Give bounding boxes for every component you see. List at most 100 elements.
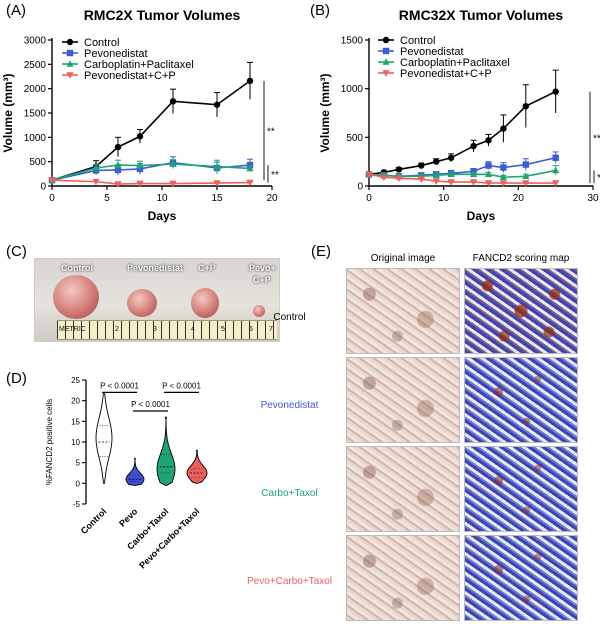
chart1-x-label: Days <box>467 209 496 223</box>
chart1-significance-label: * <box>597 173 600 184</box>
ruler-number: 6 <box>249 326 253 333</box>
row-label-control: Control <box>273 312 306 323</box>
panel-label-e: (E) <box>311 243 331 260</box>
chart0-data-point <box>246 77 254 85</box>
violin-y-tick-label: 0 <box>76 479 81 488</box>
chart0-data-point <box>48 177 56 184</box>
photo-label-pevo-plus: Pevo+ <box>249 263 276 273</box>
histology-score-carbo <box>464 446 578 532</box>
chart0-data-point <box>213 101 221 108</box>
chart1-data-point <box>552 166 560 174</box>
chart1-y-tick-label: 1500 <box>341 36 364 47</box>
violin-y-tick-label: 20 <box>71 397 80 406</box>
chart1-data-point <box>395 166 403 173</box>
chart1-data-point <box>447 170 455 178</box>
chart1-legend-marker <box>382 47 390 55</box>
chart0-data-point <box>136 180 144 188</box>
chart1-data-point <box>500 125 507 132</box>
chart1-data-point <box>365 171 373 179</box>
chart1-data-point <box>499 180 507 187</box>
ruler-label: METRIC <box>59 326 86 333</box>
chart1-data-point <box>432 178 440 185</box>
chart1-legend-label: Pevonedistat <box>400 46 464 58</box>
photo-label-cp: C+P <box>198 263 216 273</box>
chart1-y-label: Volume (mm³) <box>318 73 332 152</box>
chart1-data-point <box>499 173 507 181</box>
histology-score-pevonedistat <box>464 357 578 443</box>
chart1-data-point <box>418 162 425 169</box>
photo-label-pevo-cp: C+P <box>253 275 271 285</box>
chart0-y-tick-label: 2500 <box>24 60 47 71</box>
chart1-data-point <box>522 180 530 187</box>
chart0-y-tick-label: 1500 <box>24 109 47 120</box>
histology-score-combo <box>464 535 578 621</box>
chart1-data-point <box>500 164 507 171</box>
panel-label-d: (D) <box>6 370 27 387</box>
violin-violin-shape-0 <box>95 391 113 484</box>
chart1-data-point <box>432 171 440 179</box>
violin-comparison-label: P < 0.0001 <box>131 400 170 409</box>
chart0-x-tick-label: 0 <box>49 193 55 204</box>
violin-comparison-label: P < 0.0001 <box>162 381 201 390</box>
violin-y-label: %FANCD2 positive cells <box>45 399 54 485</box>
chart1-x-tick-label: 10 <box>438 193 450 204</box>
chart1-legend-label: Pevonedistat+C+P <box>400 68 492 80</box>
tumor-photo: METRIC 2 3 4 5 6 7 Control Pevonedistat … <box>34 258 280 342</box>
chart0-y-tick-label: 0 <box>40 182 46 193</box>
chart1-data-point <box>522 102 529 110</box>
chart1-data-point <box>447 179 455 186</box>
row-label-combo: Pevo+Carbo+Taxol <box>246 576 333 587</box>
chart1-data-point <box>485 137 492 144</box>
chart0-legend-marker <box>66 49 74 57</box>
histology-original-pevonedistat <box>346 357 460 443</box>
chart1-data-point <box>447 154 455 161</box>
violin-y-tick-label: 25 <box>71 376 80 385</box>
violin-category-label: Control <box>79 506 109 536</box>
chart1-data-point <box>522 172 530 180</box>
chart0-data-point <box>169 180 177 188</box>
row-label-pevonedistat: Pevonedistat <box>260 400 319 411</box>
tumor-pevonedistat <box>127 289 157 317</box>
chart0-x-label: Days <box>148 209 177 223</box>
chart0-data-point <box>136 161 144 169</box>
chart1-data-point <box>484 180 493 187</box>
histology-original-control <box>346 268 460 354</box>
chart0-y-label: Volume (mm³) <box>1 73 15 152</box>
violin-y-tick-label: -5 <box>73 500 81 509</box>
chart0-x-tick-label: 20 <box>266 193 278 204</box>
chart0-data-point <box>246 179 254 187</box>
chart0-data-point <box>92 178 100 186</box>
chart1-data-point <box>552 88 559 95</box>
ruler-number: 5 <box>221 326 225 333</box>
chart1-x-tick-label: 0 <box>366 193 372 204</box>
chart1-data-point <box>485 162 492 169</box>
ruler-number: 7 <box>269 326 273 333</box>
chart1-data-point <box>484 170 493 178</box>
chart1-data-point <box>433 158 440 165</box>
violin-category-label: Pevo+Carbo+Taxol <box>137 506 201 570</box>
violin-violin-shape-2 <box>156 416 176 486</box>
chart0-data-point <box>92 164 100 171</box>
ruler-number: 4 <box>191 326 195 333</box>
chart1-data-point <box>380 174 388 182</box>
violin-y-tick-label: 10 <box>71 438 80 447</box>
col-header-scoring: FANCD2 scoring map <box>472 253 570 264</box>
histology-original-carbo <box>346 446 460 532</box>
chart0-title: RMC2X Tumor Volumes <box>84 7 241 23</box>
chart0-significance-label: ** <box>271 170 279 181</box>
chart1-data-point <box>470 142 477 150</box>
violin-y-tick-label: 5 <box>76 459 81 468</box>
panel-label-b: (B) <box>310 2 330 19</box>
ruler-number: 2 <box>115 326 119 333</box>
chart1-data-point <box>522 161 529 168</box>
chart0-x-tick-label: 15 <box>211 193 223 204</box>
chart0-y-tick-label: 1000 <box>24 133 47 144</box>
violin-violin-shape-1 <box>125 458 145 486</box>
chart0-data-point <box>114 181 122 188</box>
chart1-data-point <box>395 175 403 183</box>
chart1-y-tick-label: 0 <box>357 182 363 193</box>
tumor-control <box>53 275 99 319</box>
chart0-data-point <box>213 162 221 170</box>
chart0-legend-marker <box>66 72 74 79</box>
chart1-data-point <box>552 180 560 187</box>
